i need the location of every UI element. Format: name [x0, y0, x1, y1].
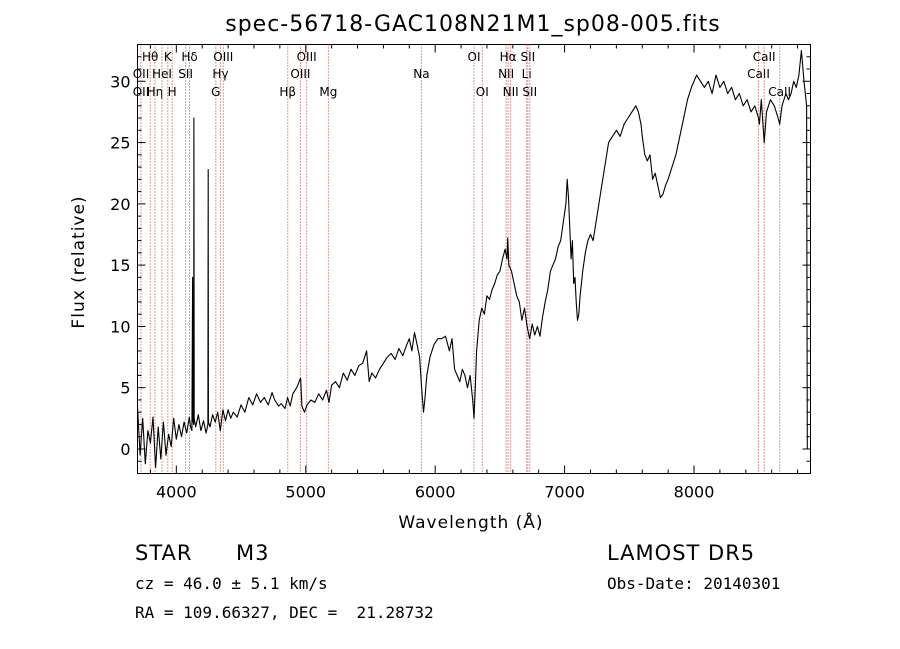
y-tick-label: 5 — [120, 379, 130, 398]
line-marker-label: Hβ — [279, 85, 296, 99]
line-marker-label: OI — [476, 85, 489, 99]
line-marker-label: Mg — [319, 85, 337, 99]
line-marker-label: OII — [133, 85, 150, 99]
line-marker-label: NII — [498, 67, 514, 81]
line-marker-label: OIII — [213, 50, 233, 64]
x-tick-label: 8000 — [674, 483, 715, 502]
y-tick-label: 10 — [110, 317, 130, 336]
line-marker-label: Hγ — [212, 67, 228, 81]
y-tick-label: 15 — [110, 256, 130, 275]
line-marker-label: CaII — [753, 50, 776, 64]
obs-date: Obs-Date: 20140301 — [607, 574, 781, 593]
line-marker-label: SII — [520, 50, 535, 64]
line-marker-label: Hα — [500, 50, 517, 64]
redshift-readout: cz = 46.0 ± 5.1 km/s — [135, 574, 328, 593]
line-marker-label: SII — [178, 67, 193, 81]
line-marker-label: H — [168, 85, 177, 99]
line-markers: OIIOIIHθHηHeIKHSIIHδGHγOIIIHβOIIIOIIIMgN… — [133, 44, 791, 474]
coordinates: RA = 109.66327, DEC = 21.28732 — [135, 603, 434, 622]
x-tick-label: 7000 — [544, 483, 585, 502]
x-tick-label: 4000 — [156, 483, 197, 502]
line-marker-label: CaII — [747, 67, 770, 81]
line-marker-label: Na — [413, 67, 429, 81]
line-marker-label: OII — [133, 67, 150, 81]
chart-title: spec-56718-GAC108N21M1_sp08-005.fits — [225, 12, 721, 37]
x-axis-label: Wavelength (Å) — [398, 511, 543, 533]
y-tick-label: 0 — [120, 440, 130, 459]
line-marker-label: Hθ — [142, 50, 158, 64]
line-marker-label: OIII — [290, 67, 310, 81]
survey-label: LAMOST DR5 — [607, 541, 756, 565]
line-marker-label: SII — [522, 85, 537, 99]
line-marker-label: Li — [522, 67, 532, 81]
x-tick-label: 6000 — [415, 483, 456, 502]
line-marker-label: NII — [503, 85, 519, 99]
line-marker-label: OIII — [297, 50, 317, 64]
line-marker-label: Hδ — [181, 50, 197, 64]
line-marker-label: K — [164, 50, 173, 64]
line-marker-label: OI — [468, 50, 481, 64]
y-tick-label: 20 — [110, 195, 130, 214]
object-type: STAR — [135, 541, 193, 565]
x-tick-label: 5000 — [285, 483, 326, 502]
axes: 4000 5000 6000 7000 8000 0 5 10 15 20 25 30 — [110, 44, 811, 502]
object-subclass: M3 — [236, 541, 270, 565]
y-tick-label: 30 — [110, 72, 130, 91]
line-marker-label: Hη — [147, 85, 164, 99]
line-marker-label: HeI — [152, 67, 172, 81]
y-tick-label: 25 — [110, 134, 130, 153]
spectrum-line — [136, 50, 808, 468]
line-marker-label: G — [211, 85, 220, 99]
spectrum-series — [136, 50, 808, 468]
y-axis-label: Flux (relative) — [69, 195, 89, 328]
